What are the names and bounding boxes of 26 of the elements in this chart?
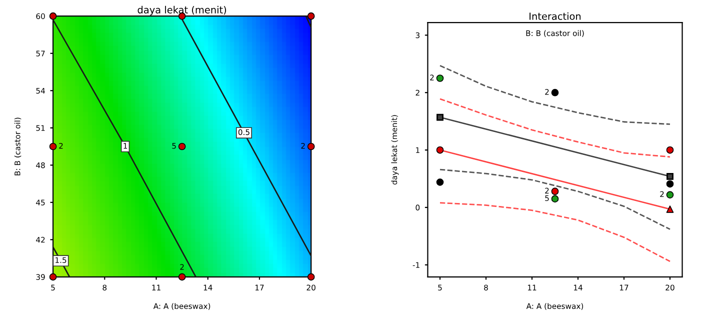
point: [49, 273, 57, 281]
point: [551, 195, 559, 203]
point: [307, 273, 315, 281]
point: [178, 142, 186, 150]
point: [49, 142, 57, 150]
chart-title: Interaction: [530, 12, 581, 20]
point: [551, 88, 559, 96]
line-series: [439, 64, 671, 125]
point: [307, 12, 315, 20]
point: [436, 146, 444, 154]
point: [666, 205, 674, 213]
line-series: [439, 202, 671, 262]
chart-title: daya lekat (menit): [138, 6, 226, 16]
point: [436, 114, 444, 121]
point: [436, 178, 444, 186]
point: [49, 12, 57, 20]
point: [436, 74, 444, 82]
point: [178, 273, 186, 281]
point: [307, 142, 315, 150]
point: [666, 172, 674, 180]
point: [666, 180, 674, 188]
point: [551, 188, 559, 196]
point: [666, 191, 674, 198]
line-series: [439, 98, 671, 158]
point: [666, 146, 674, 154]
line-series: [439, 168, 671, 230]
